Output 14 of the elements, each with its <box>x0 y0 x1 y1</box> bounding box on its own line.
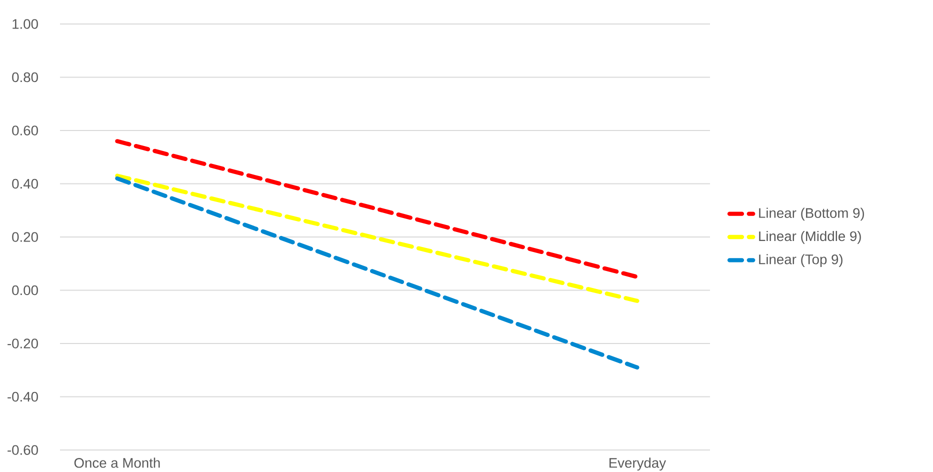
y-tick-label: 0.00 <box>12 285 38 296</box>
legend-label: Linear (Middle 9) <box>759 230 861 244</box>
y-tick-label: 1.00 <box>12 19 38 29</box>
y-tick-label: 0.40 <box>12 178 38 189</box>
y-tick-label: -0.20 <box>8 338 38 348</box>
y-tick-label: -0.40 <box>8 392 38 402</box>
y-tick-label: 0.80 <box>12 72 38 82</box>
legend-label: Linear (Top 9) <box>759 254 842 268</box>
y-tick-label: 0.60 <box>12 126 38 136</box>
y-tick-label: -0.60 <box>8 445 38 455</box>
x-tick-label: Everyday <box>609 458 666 471</box>
x-tick-label: Once a Month <box>74 458 160 468</box>
y-tick-label: 0.20 <box>12 232 38 242</box>
legend-label: Linear (Bottom 9) <box>759 208 864 221</box>
